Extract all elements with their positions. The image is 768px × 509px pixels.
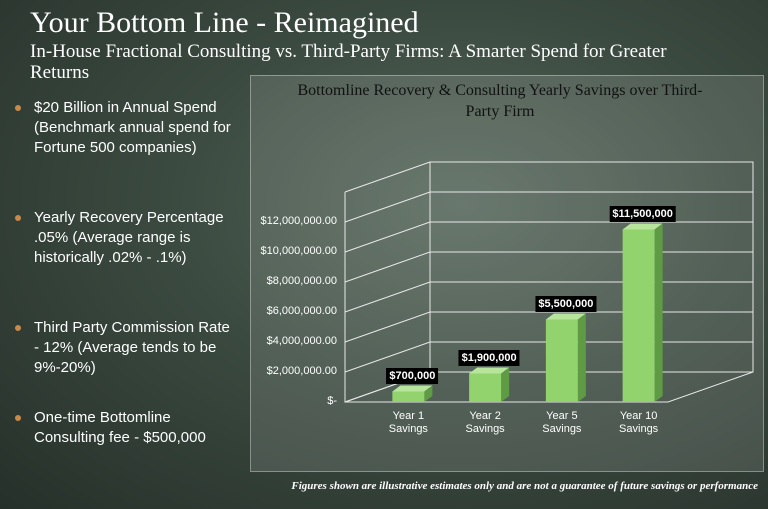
bar-top (545, 313, 586, 320)
value-label: $1,900,000 (458, 349, 520, 366)
back-wall (429, 161, 754, 373)
value-label: $11,500,000 (609, 205, 676, 222)
chart-panel (250, 75, 764, 472)
bullet-dot (15, 415, 21, 421)
x-tick-label: Year 10 Savings (619, 410, 659, 435)
grid-line (344, 191, 753, 223)
bar-side (577, 313, 586, 402)
x-tick-label: Year 1 Savings (388, 410, 428, 435)
bullet-text: Third Party Commission Rate - 12% (Avera… (34, 319, 230, 376)
bar-top (622, 223, 663, 230)
bullet-dot (15, 325, 21, 331)
x-tick-label: Year 5 Savings (542, 410, 582, 435)
slide-subtitle: In-House Fractional Consulting vs. Third… (30, 41, 667, 83)
grid-line (344, 221, 753, 253)
value-label: $5,500,000 (535, 295, 597, 312)
chart-title: Bottomline Recovery & Consulting Yearly … (297, 82, 703, 120)
slide-title: Your Bottom Line - Reimagined (30, 6, 419, 39)
bar-top (469, 367, 510, 374)
bar (392, 391, 425, 402)
side-wall (344, 161, 431, 403)
y-tick-label: $- (327, 395, 337, 407)
bullet-text: One-time Bottomline Consulting fee - $50… (34, 409, 206, 446)
bullet-dot (15, 105, 21, 111)
bar-top (392, 385, 433, 392)
bar (622, 229, 655, 402)
y-tick-label: $12,000,000.00 (260, 215, 337, 227)
bullet-text: $20 Billion in Annual Spend (Benchmark a… (34, 99, 231, 156)
grid-line (344, 251, 753, 283)
y-tick-label: $2,000,000.00 (266, 365, 337, 377)
footnote: Figures shown are illustrative estimates… (291, 480, 758, 492)
y-tick-label: $4,000,000.00 (266, 335, 337, 347)
bar-side (424, 385, 433, 402)
bar (545, 319, 578, 402)
bar-side (654, 223, 663, 402)
bullet-text: Yearly Recovery Percentage .05% (Average… (34, 209, 224, 266)
bullet-dot (15, 215, 21, 221)
y-tick-label: $6,000,000.00 (266, 305, 337, 317)
y-tick-label: $8,000,000.00 (266, 275, 337, 287)
y-tick-label: $10,000,000.00 (260, 245, 337, 257)
x-tick-label: Year 2 Savings (465, 410, 505, 435)
floor (345, 371, 754, 403)
value-label: $700,000 (386, 367, 439, 384)
bar (469, 373, 502, 402)
bar-side (501, 367, 510, 402)
